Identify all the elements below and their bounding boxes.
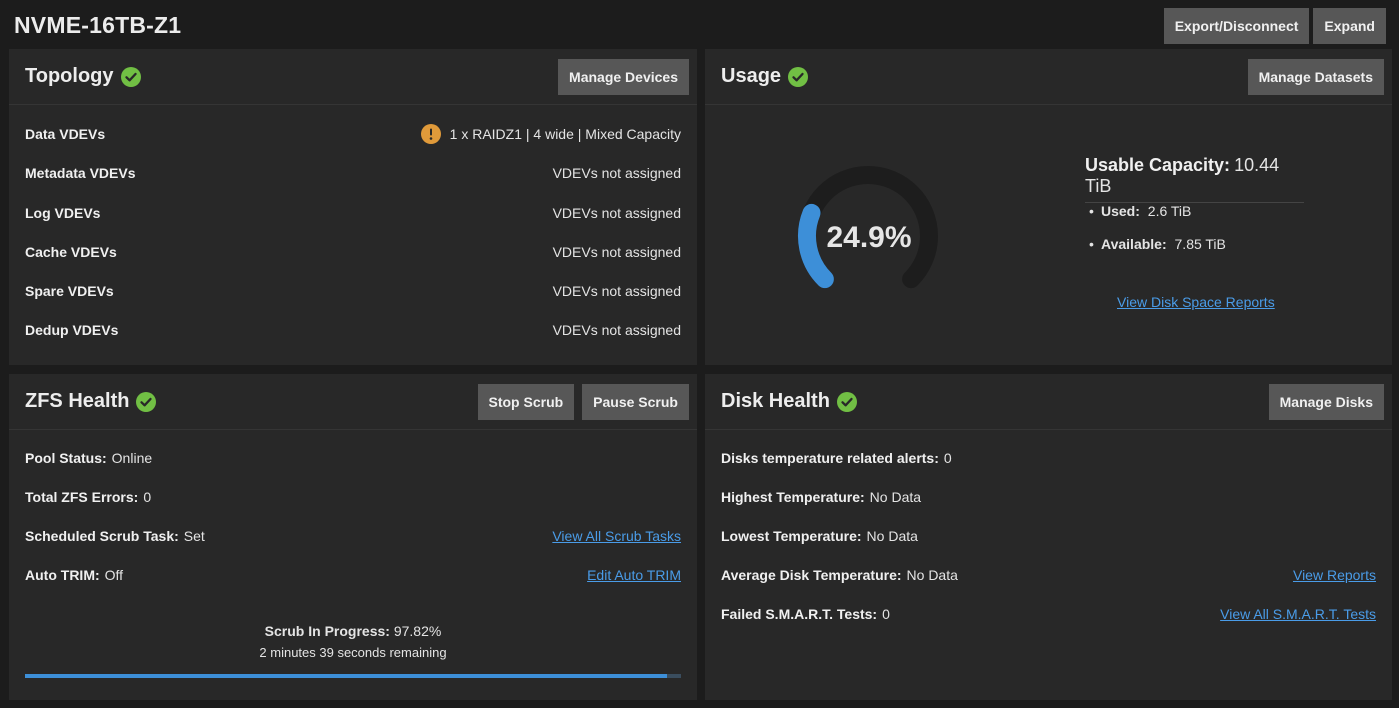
check-circle-icon — [788, 66, 809, 87]
scrub-task-row: Scheduled Scrub Task: Set View All Scrub… — [25, 528, 681, 544]
usage-header: Usage Manage Datasets — [705, 49, 1392, 105]
topology-row-spare: Spare VDEVs VDEVs not assigned — [25, 283, 681, 299]
topology-row-data: Data VDEVs 1 x RAIDZ1 | 4 wide | Mixed C… — [25, 124, 681, 144]
view-all-smart-tests-link[interactable]: View All S.M.A.R.T. Tests — [1220, 606, 1376, 622]
zfs-health-card: ZFS Health Stop Scrub Pause Scrub Pool S… — [9, 374, 697, 700]
topology-data-value: 1 x RAIDZ1 | 4 wide | Mixed Capacity — [449, 126, 681, 142]
zfs-health-header: ZFS Health Stop Scrub Pause Scrub — [9, 374, 697, 430]
check-circle-icon — [120, 66, 141, 87]
topology-card: Topology Manage Devices Data VDEVs 1 x R… — [9, 49, 697, 365]
scrub-progress-fill — [25, 674, 667, 678]
pool-status-row: Pool Status: Online — [25, 450, 153, 466]
usage-title: Usage — [721, 65, 782, 87]
warning-icon — [420, 124, 441, 144]
topology-row-cache: Cache VDEVs VDEVs not assigned — [25, 244, 681, 260]
usage-card: Usage Manage Datasets 24.9% Usable Capac… — [705, 49, 1392, 365]
gauge-fill — [798, 203, 834, 289]
usage-gauge: 24.9% — [798, 166, 938, 289]
gauge-percent: 24.9% — [826, 221, 911, 254]
topology-row-log: Log VDEVs VDEVs not assigned — [25, 205, 681, 221]
usable-capacity: Usable Capacity: 10.44 TiB — [1085, 155, 1304, 203]
topology-row-dedup: Dedup VDEVs VDEVs not assigned — [25, 322, 681, 338]
used-item: • Used: 2.6 TiB — [1089, 203, 1192, 219]
manage-devices-button[interactable]: Manage Devices — [558, 58, 689, 95]
disk-health-header: Disk Health Manage Disks — [705, 374, 1392, 430]
manage-disks-button[interactable]: Manage Disks — [1268, 383, 1384, 420]
view-disk-space-reports-link[interactable]: View Disk Space Reports — [1117, 294, 1275, 310]
view-all-scrub-tasks-link[interactable]: View All Scrub Tasks — [552, 528, 681, 544]
stop-scrub-button[interactable]: Stop Scrub — [477, 383, 575, 420]
view-reports-link[interactable]: View Reports — [1292, 567, 1376, 583]
scrub-progress-bar — [25, 674, 681, 678]
temp-alerts-row: Disks temperature related alerts: 0 — [721, 450, 952, 466]
pause-scrub-button[interactable]: Pause Scrub — [582, 383, 689, 420]
manage-datasets-button[interactable]: Manage Datasets — [1247, 58, 1384, 95]
topology-row-metadata: Metadata VDEVs VDEVs not assigned — [25, 165, 681, 181]
export-disconnect-button[interactable]: Export/Disconnect — [1163, 8, 1310, 44]
expand-button[interactable]: Expand — [1313, 8, 1386, 44]
header-actions: Export/Disconnect Expand — [1163, 8, 1386, 44]
auto-trim-row: Auto TRIM: Off Edit Auto TRIM — [25, 567, 681, 583]
page-title: NVME-16TB-Z1 — [14, 12, 182, 38]
scrub-remaining-text: 2 minutes 39 seconds remaining — [259, 645, 447, 660]
smart-tests-row: Failed S.M.A.R.T. Tests: 0 View All S.M.… — [721, 606, 1376, 622]
check-circle-icon — [136, 391, 157, 412]
topology-title: Topology — [25, 65, 114, 87]
zfs-health-title: ZFS Health — [25, 390, 130, 412]
topology-header: Topology Manage Devices — [9, 49, 697, 105]
average-temp-row: Average Disk Temperature: No Data View R… — [721, 567, 1376, 583]
zfs-errors-row: Total ZFS Errors: 0 — [25, 489, 152, 505]
disk-health-title: Disk Health — [721, 390, 830, 412]
edit-auto-trim-link[interactable]: Edit Auto TRIM — [587, 567, 681, 583]
scrub-progress-text: Scrub In Progress: 97.82% — [264, 623, 442, 639]
disk-health-card: Disk Health Manage Disks Disks temperatu… — [705, 374, 1392, 700]
check-circle-icon — [836, 391, 857, 412]
lowest-temp-row: Lowest Temperature: No Data — [721, 528, 918, 544]
highest-temp-row: Highest Temperature: No Data — [721, 489, 922, 505]
available-item: • Available: 7.85 TiB — [1089, 236, 1226, 252]
